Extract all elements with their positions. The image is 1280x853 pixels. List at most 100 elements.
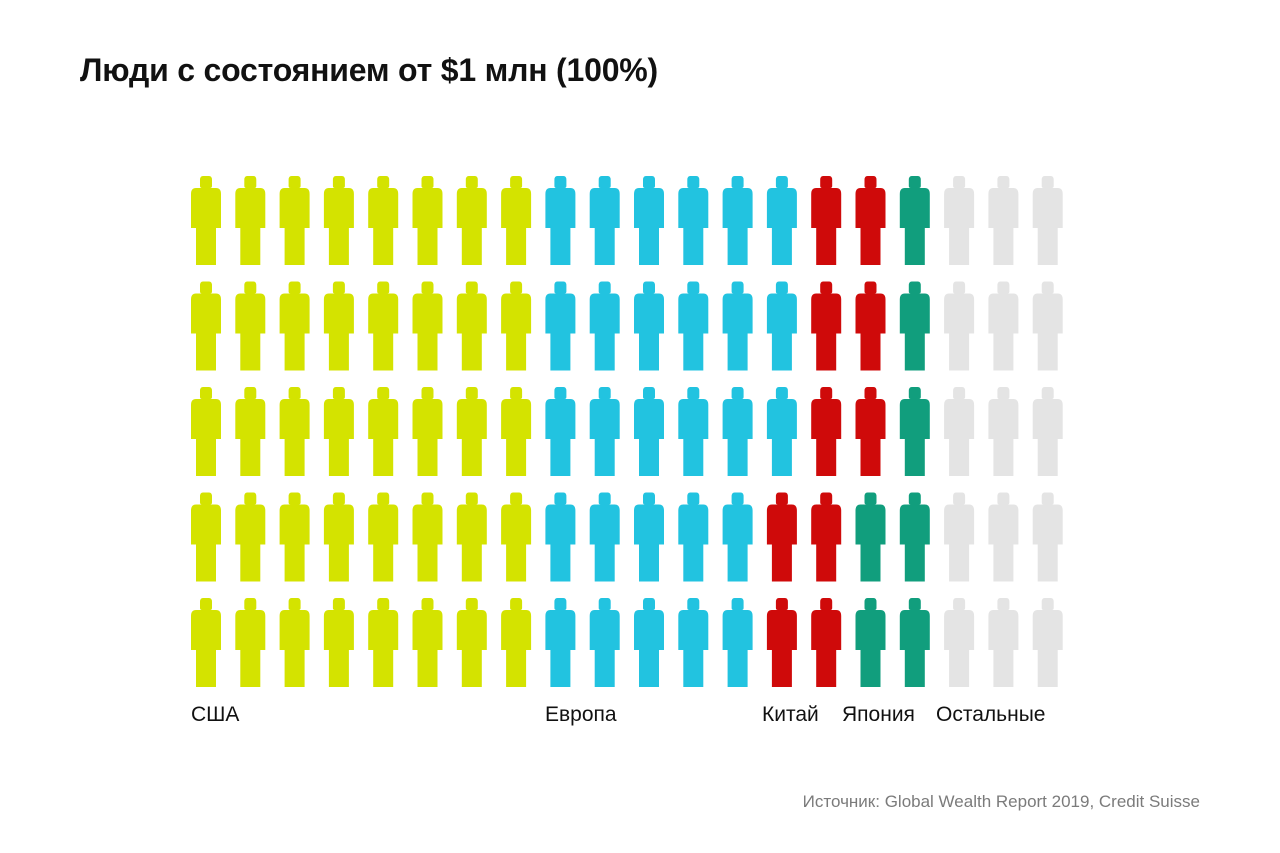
person-icon-europe bbox=[722, 598, 753, 687]
person-icon-europe bbox=[766, 176, 797, 265]
person-icon-japan bbox=[899, 281, 930, 371]
person-icon-europe bbox=[634, 387, 664, 476]
person-icon-china bbox=[811, 281, 842, 371]
person-icon-usa bbox=[235, 387, 266, 476]
person-icon-europe bbox=[634, 281, 664, 371]
person-icon-usa bbox=[191, 492, 221, 582]
person-icon-china bbox=[811, 176, 842, 265]
person-icon-china bbox=[855, 176, 886, 265]
person-icon-usa bbox=[501, 281, 532, 371]
person-icon-europe bbox=[678, 281, 709, 371]
person-icon-china bbox=[766, 492, 797, 582]
person-icon-europe bbox=[545, 387, 576, 476]
person-icon-europe bbox=[722, 176, 753, 265]
person-icon-china bbox=[855, 281, 886, 371]
person-icon-japan bbox=[899, 387, 930, 476]
person-icon-others bbox=[988, 387, 1019, 476]
person-icon-usa bbox=[368, 598, 399, 687]
person-icon-usa bbox=[456, 598, 487, 687]
person-icon-usa bbox=[191, 387, 221, 476]
person-icon-usa bbox=[323, 598, 354, 687]
person-icon-japan bbox=[899, 598, 930, 687]
source-note: Источник: Global Wealth Report 2019, Cre… bbox=[802, 792, 1200, 811]
person-icon-usa bbox=[191, 176, 221, 265]
person-icon-usa bbox=[412, 281, 443, 371]
person-icon-usa bbox=[368, 176, 399, 265]
person-icon-usa bbox=[323, 281, 354, 371]
person-icon-europe bbox=[589, 176, 620, 265]
person-icon-japan bbox=[855, 492, 886, 582]
person-icon-others bbox=[1032, 176, 1063, 265]
person-icon-china bbox=[811, 598, 842, 687]
category-label-usa: США bbox=[191, 703, 240, 726]
person-icon-usa bbox=[456, 492, 487, 582]
person-icon-usa bbox=[456, 176, 487, 265]
person-icon-usa bbox=[501, 492, 532, 582]
person-icon-usa bbox=[412, 387, 443, 476]
person-icon-usa bbox=[412, 598, 443, 687]
person-icon-others bbox=[988, 598, 1019, 687]
person-icon-europe bbox=[545, 176, 576, 265]
person-icon-usa bbox=[412, 492, 443, 582]
person-icon-others bbox=[944, 492, 975, 582]
person-icon-usa bbox=[368, 387, 399, 476]
person-icon-usa bbox=[323, 387, 354, 476]
person-icon-usa bbox=[235, 598, 266, 687]
person-icon-japan bbox=[899, 492, 930, 582]
category-label-europe: Европа bbox=[545, 703, 617, 726]
person-icon-usa bbox=[368, 281, 399, 371]
person-icon-europe bbox=[722, 492, 753, 582]
person-icon-others bbox=[1032, 492, 1063, 582]
person-icon-europe bbox=[589, 492, 620, 582]
person-icon-others bbox=[988, 176, 1019, 265]
person-icon-europe bbox=[766, 281, 797, 371]
person-icon-japan bbox=[855, 598, 886, 687]
person-icon-china bbox=[855, 387, 886, 476]
category-label-japan: Япония bbox=[842, 703, 915, 726]
person-icon-others bbox=[1032, 387, 1063, 476]
person-icon-usa bbox=[191, 598, 221, 687]
person-icon-usa bbox=[501, 598, 532, 687]
person-icon-usa bbox=[501, 387, 532, 476]
person-icon-usa bbox=[456, 387, 487, 476]
person-icon-usa bbox=[501, 176, 532, 265]
person-icon-europe bbox=[589, 387, 620, 476]
category-label-china: Китай bbox=[762, 703, 819, 726]
person-icon-europe bbox=[545, 281, 576, 371]
person-icon-europe bbox=[634, 492, 664, 582]
person-icon-europe bbox=[722, 281, 753, 371]
person-icon-usa bbox=[235, 492, 266, 582]
person-icon-china bbox=[811, 492, 842, 582]
person-icon-japan bbox=[899, 176, 930, 265]
person-icon-usa bbox=[279, 492, 310, 582]
person-icon-usa bbox=[456, 281, 487, 371]
chart-title: Люди с состоянием от $1 млн (100%) bbox=[80, 52, 658, 88]
person-icon-europe bbox=[678, 387, 709, 476]
person-icon-europe bbox=[589, 281, 620, 371]
person-icon-europe bbox=[634, 598, 664, 687]
person-icon-europe bbox=[678, 176, 709, 265]
person-icon-europe bbox=[589, 598, 620, 687]
person-icon-europe bbox=[678, 492, 709, 582]
person-icon-europe bbox=[678, 598, 709, 687]
person-icon-usa bbox=[191, 281, 221, 371]
person-icon-usa bbox=[368, 492, 399, 582]
person-icon-china bbox=[811, 387, 842, 476]
person-icon-usa bbox=[323, 176, 354, 265]
person-icon-usa bbox=[235, 176, 266, 265]
person-icon-others bbox=[944, 387, 975, 476]
person-icon-others bbox=[944, 176, 975, 265]
person-icon-europe bbox=[766, 387, 797, 476]
person-icon-others bbox=[944, 598, 975, 687]
person-icon-usa bbox=[279, 598, 310, 687]
person-icon-usa bbox=[279, 387, 310, 476]
person-icon-usa bbox=[323, 492, 354, 582]
person-icon-others bbox=[944, 281, 975, 371]
person-icon-others bbox=[988, 492, 1019, 582]
person-icon-usa bbox=[235, 281, 266, 371]
person-icon-others bbox=[1032, 598, 1063, 687]
category-label-others: Остальные bbox=[936, 703, 1046, 726]
person-icon-usa bbox=[279, 281, 310, 371]
person-icon-others bbox=[988, 281, 1019, 371]
